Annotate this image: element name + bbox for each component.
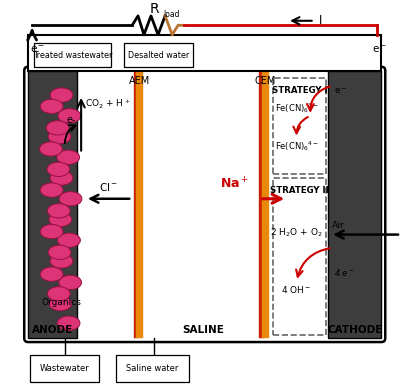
Bar: [28, 35, 381, 71]
Bar: [273, 178, 326, 334]
Ellipse shape: [57, 316, 80, 330]
Text: I: I: [318, 14, 322, 27]
Ellipse shape: [48, 129, 71, 144]
Text: STRATEGY II: STRATEGY II: [270, 185, 329, 194]
Ellipse shape: [59, 275, 82, 289]
FancyBboxPatch shape: [24, 67, 385, 342]
Text: e-: e-: [67, 114, 76, 125]
Ellipse shape: [40, 142, 62, 156]
Text: CEM: CEM: [254, 76, 276, 86]
Text: Wastewater: Wastewater: [40, 364, 90, 373]
Text: Na$^+$: Na$^+$: [220, 177, 249, 192]
Bar: [30, 355, 99, 382]
Text: load: load: [164, 10, 180, 19]
Ellipse shape: [40, 99, 63, 114]
Bar: [34, 43, 110, 67]
Text: Desalted water: Desalted water: [128, 50, 189, 60]
Text: R: R: [150, 2, 160, 16]
Bar: [116, 355, 189, 382]
Text: Fe(CN)$_6$$^{3-}$: Fe(CN)$_6$$^{3-}$: [275, 101, 318, 115]
Text: STRATEGY I: STRATEGY I: [272, 86, 327, 95]
Ellipse shape: [49, 296, 72, 311]
Ellipse shape: [58, 109, 81, 123]
Ellipse shape: [40, 183, 63, 197]
Ellipse shape: [50, 254, 73, 268]
Text: ANODE: ANODE: [32, 324, 73, 334]
Bar: [259, 71, 264, 338]
Text: CO$_2$ + H$^+$: CO$_2$ + H$^+$: [85, 98, 131, 111]
Ellipse shape: [50, 171, 73, 185]
Text: SALINE: SALINE: [182, 324, 224, 334]
Ellipse shape: [47, 162, 70, 177]
Ellipse shape: [49, 212, 72, 227]
Text: Fe(CN)$_6$$^{4-}$: Fe(CN)$_6$$^{4-}$: [275, 139, 318, 153]
Text: 4 OH$^-$: 4 OH$^-$: [281, 284, 312, 295]
Text: 4 e$^-$: 4 e$^-$: [334, 267, 355, 278]
Ellipse shape: [48, 245, 71, 260]
Ellipse shape: [59, 192, 82, 206]
Ellipse shape: [50, 88, 73, 102]
Ellipse shape: [47, 287, 70, 301]
Bar: [124, 43, 193, 67]
Text: 2 H$_2$O + O$_2$: 2 H$_2$O + O$_2$: [270, 227, 323, 239]
Text: e$^-$: e$^-$: [372, 44, 387, 55]
Bar: [28, 71, 77, 338]
Ellipse shape: [47, 204, 70, 218]
Ellipse shape: [57, 150, 80, 165]
Text: Treated wastewater: Treated wastewater: [33, 50, 112, 60]
Bar: [262, 71, 269, 338]
Text: e$^-$: e$^-$: [334, 87, 348, 96]
Text: Cl$^-$: Cl$^-$: [99, 181, 118, 193]
Text: Saline water: Saline water: [126, 364, 179, 373]
Text: Air: Air: [332, 221, 344, 230]
Bar: [328, 71, 381, 338]
Text: CATHODE: CATHODE: [327, 324, 382, 334]
Ellipse shape: [40, 224, 63, 239]
Text: Organics: Organics: [42, 298, 82, 307]
Bar: [136, 71, 143, 338]
Bar: [273, 78, 326, 174]
Bar: [134, 71, 138, 338]
Text: e$^-$: e$^-$: [30, 44, 45, 55]
Text: AEM: AEM: [129, 76, 150, 86]
Ellipse shape: [40, 267, 63, 281]
Ellipse shape: [46, 121, 69, 135]
Ellipse shape: [58, 233, 80, 248]
